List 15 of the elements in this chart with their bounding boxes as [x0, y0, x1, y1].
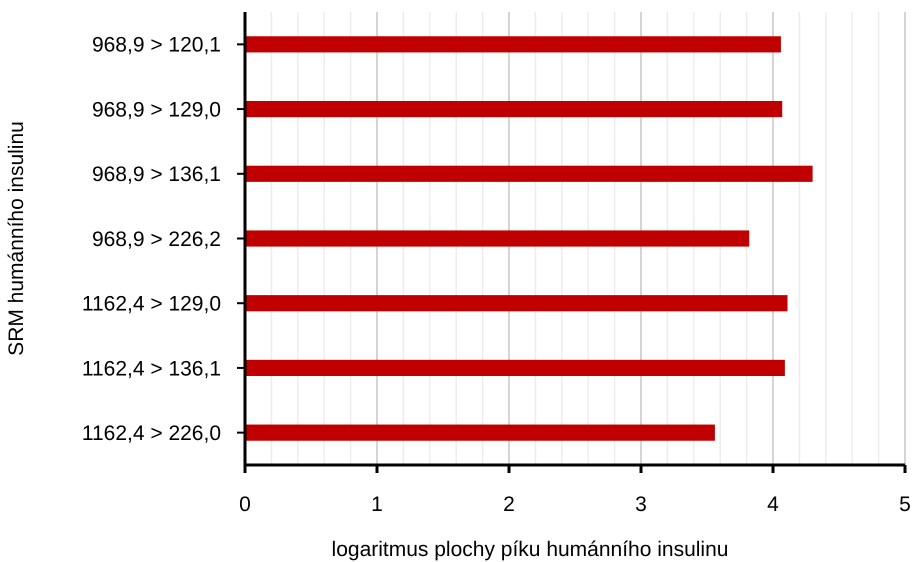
x-tick-label: 2	[503, 493, 515, 516]
y-tick-label: 968,9 > 136,1	[92, 163, 221, 186]
x-tick-label: 3	[635, 493, 647, 516]
y-tick-label: 1162,4 > 226,0	[82, 422, 221, 445]
x-tick-label: 1	[371, 493, 383, 516]
y-tick-label: 1162,4 > 129,0	[82, 292, 221, 316]
x-axis-title: logaritmus plochy píku humánního insulinu	[332, 538, 728, 561]
x-tick-label: 4	[767, 493, 780, 516]
y-tick-label: 968,9 > 226,2	[92, 228, 221, 251]
x-tick-label: 5	[899, 493, 911, 516]
y-tick-label: 1162,4 > 136,1	[82, 357, 221, 380]
y-tick-label: 968,9 > 120,1	[92, 34, 221, 57]
x-tick-label: 0	[239, 493, 251, 516]
y-axis-title: SRM humánního insulinu	[5, 121, 28, 356]
y-tick-label: 968,9 > 129,0	[92, 98, 221, 122]
